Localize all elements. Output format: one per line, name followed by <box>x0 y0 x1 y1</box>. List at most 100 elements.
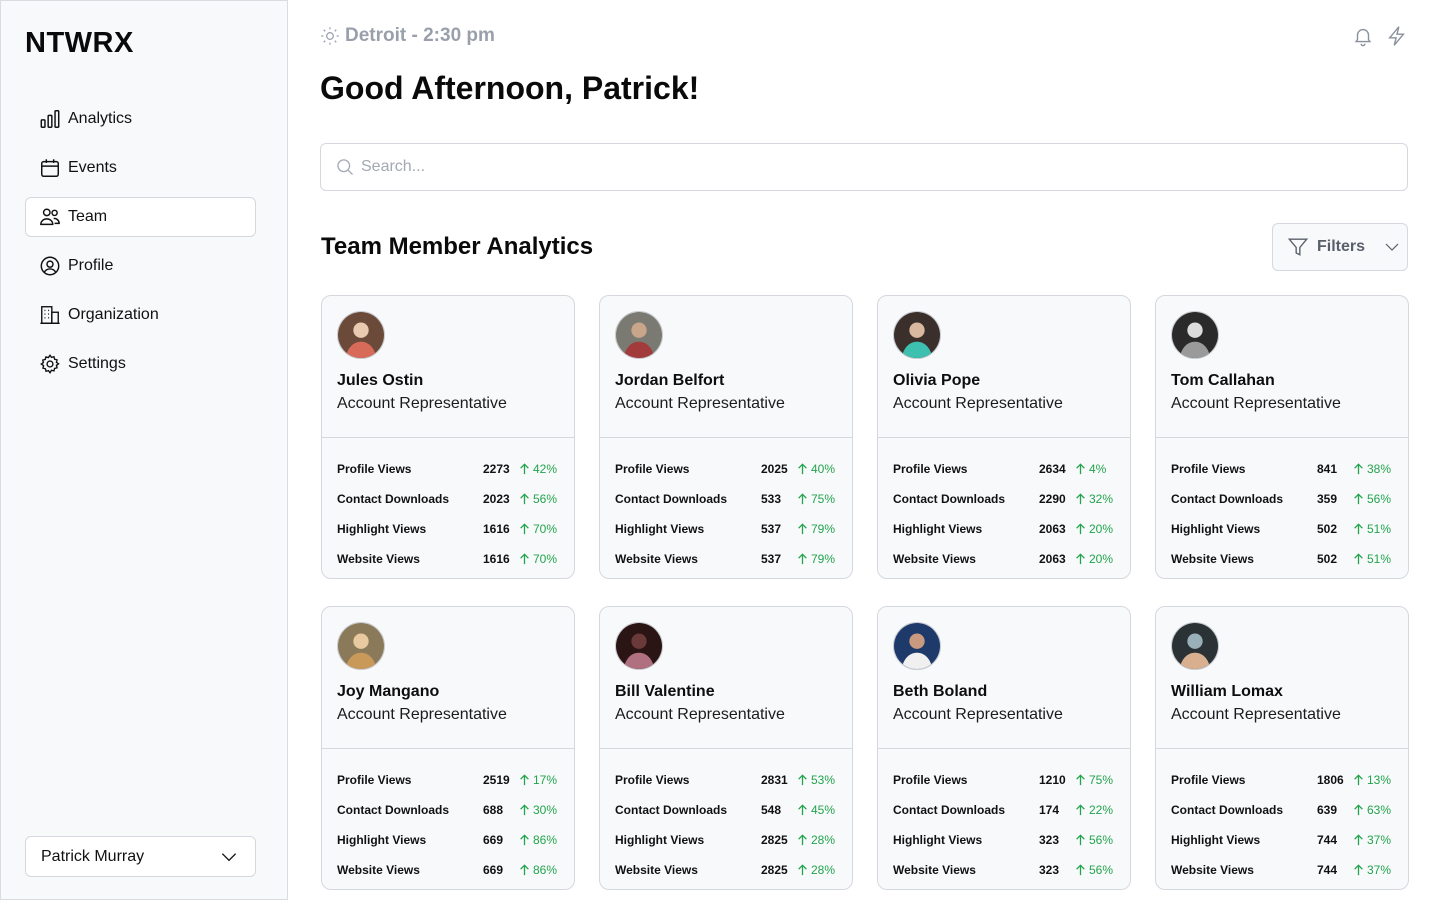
stat-value: 2634 <box>1039 462 1066 476</box>
stat-delta-text: 51% <box>1367 552 1392 566</box>
arrow-up-icon <box>798 834 807 846</box>
stat-row: Highlight Views 2063 20% <box>893 514 1115 544</box>
sidebar-item-events[interactable]: Events <box>25 148 256 188</box>
lightning-icon[interactable] <box>1386 25 1408 47</box>
sidebar-item-label: Team <box>68 208 108 225</box>
stat-row: Profile Views 2519 17% <box>337 765 559 795</box>
stat-delta: 20% <box>1075 522 1115 536</box>
stat-row: Contact Downloads 359 56% <box>1171 484 1393 514</box>
avatar <box>893 622 941 670</box>
filters-button[interactable]: Filters <box>1272 223 1408 271</box>
stat-delta-text: 56% <box>533 492 558 506</box>
arrow-up-icon <box>1076 864 1085 876</box>
arrow-up-icon <box>798 804 807 816</box>
location-time: Detroit - 2:30 pm <box>320 25 495 47</box>
stat-label: Highlight Views <box>337 833 427 847</box>
avatar <box>893 311 941 359</box>
arrow-up-icon <box>520 493 529 505</box>
arrow-up-icon <box>520 774 529 786</box>
stat-row: Highlight Views 323 56% <box>893 825 1115 855</box>
stat-row: Contact Downloads 533 75% <box>615 484 837 514</box>
stat-delta: 70% <box>519 522 559 536</box>
search-input[interactable] <box>361 158 1407 176</box>
stat-delta: 51% <box>1353 552 1393 566</box>
stat-delta: 37% <box>1353 863 1393 877</box>
member-role: Account Representative <box>893 395 1063 412</box>
stat-label: Highlight Views <box>893 833 983 847</box>
stat-value: 323 <box>1039 833 1060 847</box>
stat-delta: 86% <box>519 833 559 847</box>
avatar <box>337 311 385 359</box>
member-name: Joy Mangano <box>337 683 440 700</box>
member-stats: Profile Views 2831 53% Contact Downloads 548… <box>600 749 852 885</box>
stat-delta-text: 20% <box>1089 552 1114 566</box>
member-name: Jules Ostin <box>337 372 424 389</box>
stat-label: Contact Downloads <box>337 492 450 506</box>
stat-delta-text: 56% <box>1367 492 1392 506</box>
member-name: Tom Callahan <box>1171 372 1275 389</box>
stat-delta-text: 30% <box>533 803 558 817</box>
arrow-up-icon <box>798 493 807 505</box>
team-member-card[interactable]: Beth Boland Account Representative Profi… <box>877 606 1131 890</box>
member-stats: Profile Views 1210 75% Contact Downloads 174… <box>878 749 1130 885</box>
bell-icon[interactable] <box>1352 25 1374 47</box>
stat-value: 533 <box>761 492 782 506</box>
stat-value: 2025 <box>761 462 788 476</box>
arrow-up-icon <box>1354 553 1363 565</box>
stat-row: Contact Downloads 174 22% <box>893 795 1115 825</box>
member-role: Account Representative <box>615 706 785 723</box>
arrow-up-icon <box>798 553 807 565</box>
building-icon <box>38 303 62 327</box>
avatar <box>1171 622 1219 670</box>
stat-delta-text: 70% <box>533 522 558 536</box>
stat-delta: 63% <box>1353 803 1393 817</box>
stat-value: 323 <box>1039 863 1060 877</box>
sidebar-item-team[interactable]: Team <box>25 197 256 237</box>
arrow-up-icon <box>520 834 529 846</box>
stat-delta-text: 56% <box>1089 833 1114 847</box>
stat-label: Profile Views <box>1171 773 1246 787</box>
stat-delta-text: 20% <box>1089 522 1114 536</box>
stat-row: Website Views 744 37% <box>1171 855 1393 885</box>
stat-label: Contact Downloads <box>1171 803 1284 817</box>
member-stats: Profile Views 2273 42% Contact Downloads 202… <box>322 438 574 574</box>
team-member-card[interactable]: Olivia Pope Account Representative Profi… <box>877 295 1131 579</box>
stat-row: Highlight Views 669 86% <box>337 825 559 855</box>
sidebar-item-profile[interactable]: Profile <box>25 246 256 286</box>
sidebar-item-settings[interactable]: Settings <box>25 344 256 384</box>
team-member-card[interactable]: Tom Callahan Account Representative Prof… <box>1155 295 1409 579</box>
stat-delta-text: 45% <box>811 803 836 817</box>
card-header: Jordan Belfort Account Representative <box>600 296 852 438</box>
team-member-card[interactable]: Jordan Belfort Account Representative Pr… <box>599 295 853 579</box>
member-stats: Profile Views 841 38% Contact Downloads 359 5… <box>1156 438 1408 574</box>
team-member-card[interactable]: Joy Mangano Account Representative Profi… <box>321 606 575 890</box>
stat-label: Profile Views <box>1171 462 1246 476</box>
stat-row: Website Views 2825 28% <box>615 855 837 885</box>
stat-label: Website Views <box>893 863 976 877</box>
section-title: Team Member Analytics <box>321 233 594 260</box>
sidebar-item-analytics[interactable]: Analytics <box>25 99 256 139</box>
stat-row: Contact Downloads 2290 32% <box>893 484 1115 514</box>
card-header: William Lomax Account Representative <box>1156 607 1408 749</box>
sidebar-nav: Analytics Events Team Profile Organizati… <box>25 99 256 393</box>
chevron-down-icon <box>1383 238 1401 256</box>
arrow-up-icon <box>1076 493 1085 505</box>
sidebar-item-organization[interactable]: Organization <box>25 295 256 335</box>
sidebar-item-label: Organization <box>68 306 159 323</box>
user-select[interactable]: Patrick Murray <box>25 836 256 877</box>
stat-delta-text: 75% <box>1089 773 1114 787</box>
stat-delta-text: 28% <box>811 833 836 847</box>
team-member-card[interactable]: William Lomax Account Representative Pro… <box>1155 606 1409 890</box>
team-member-card[interactable]: Jules Ostin Account Representative Profi… <box>321 295 575 579</box>
stat-row: Profile Views 2831 53% <box>615 765 837 795</box>
stat-delta-text: 70% <box>533 552 558 566</box>
stat-delta: 56% <box>1075 863 1115 877</box>
card-header: Joy Mangano Account Representative <box>322 607 574 749</box>
stat-delta: 28% <box>797 833 837 847</box>
stat-row: Contact Downloads 688 30% <box>337 795 559 825</box>
arrow-up-icon <box>798 864 807 876</box>
card-header: Beth Boland Account Representative <box>878 607 1130 749</box>
stat-label: Contact Downloads <box>1171 492 1284 506</box>
team-member-card[interactable]: Bill Valentine Account Representative Pr… <box>599 606 853 890</box>
stat-row: Profile Views 2634 4% <box>893 454 1115 484</box>
